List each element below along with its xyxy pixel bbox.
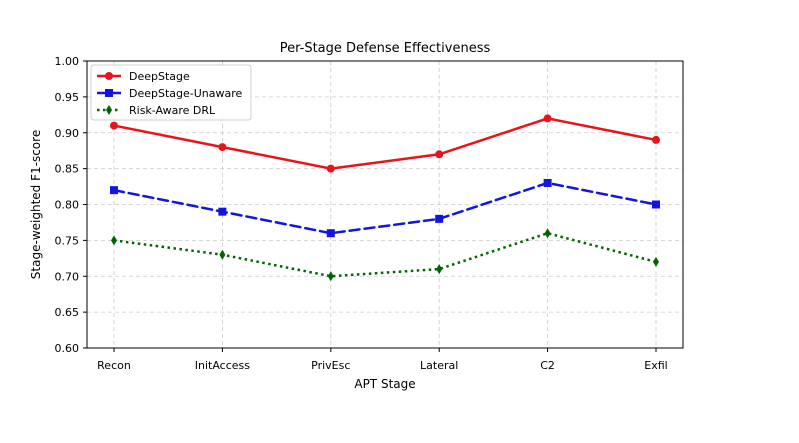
data-point	[110, 121, 118, 130]
legend-marker	[105, 89, 113, 97]
data-point	[326, 229, 335, 238]
legend-marker	[106, 105, 112, 115]
series-line	[112, 181, 658, 235]
x-tick-label: Exfil	[644, 359, 667, 372]
series-line	[112, 117, 658, 170]
data-point	[652, 135, 660, 144]
x-tick-label: PrivEsc	[311, 359, 350, 372]
data-point	[218, 207, 227, 216]
y-axis-label: Stage-weighted F1-score	[29, 130, 43, 279]
x-tick-label: Recon	[97, 359, 131, 372]
legend-label: DeepStage-Unaware	[129, 87, 243, 100]
y-tick-label: 0.65	[55, 306, 80, 319]
y-tick-label: 0.70	[55, 270, 80, 283]
data-point	[218, 143, 227, 152]
y-tick-label: 0.75	[55, 234, 80, 247]
y-tick-label: 0.60	[55, 342, 80, 355]
series-deepstage-unaware	[110, 178, 660, 238]
data-point	[543, 114, 552, 123]
series-layer	[110, 114, 660, 282]
data-point	[111, 235, 117, 246]
legend: DeepStage DeepStage-Unaware Risk-Aware DRL	[90, 64, 252, 121]
x-axis-label: APT Stage	[354, 377, 415, 391]
x-tick-label: Lateral	[420, 359, 458, 372]
data-point	[435, 214, 444, 223]
data-point	[219, 249, 226, 260]
data-point	[436, 264, 443, 275]
y-tick-label: 1.00	[55, 55, 80, 68]
y-tick-label: 0.90	[55, 127, 80, 140]
legend-marker	[105, 72, 113, 80]
axes: 0.60 0.65 0.70 0.75 0.80 0.85 0.90 0.95 1.00 Reco…	[55, 55, 668, 372]
data-point	[326, 164, 335, 173]
legend-label: DeepStage	[129, 70, 190, 83]
data-point	[653, 256, 659, 267]
data-point	[110, 186, 118, 195]
legend-box	[90, 64, 252, 121]
legend-label: Risk-Aware DRL	[129, 104, 216, 117]
y-tick-label: 0.85	[55, 163, 80, 176]
data-point	[327, 271, 334, 282]
series-deepstage	[110, 114, 660, 173]
y-tick-label: 0.80	[55, 199, 80, 212]
data-point	[652, 200, 660, 209]
chart-title: Per-Stage Defense Effectiveness	[280, 41, 491, 56]
series-line	[113, 231, 657, 278]
y-tick-label: 0.95	[55, 91, 80, 104]
x-tick-label: InitAccess	[195, 359, 251, 372]
data-point	[435, 150, 444, 159]
x-tick-label: C2	[540, 359, 555, 372]
data-point	[544, 228, 551, 239]
data-point	[543, 178, 552, 187]
series-risk-aware-drl	[111, 228, 659, 282]
